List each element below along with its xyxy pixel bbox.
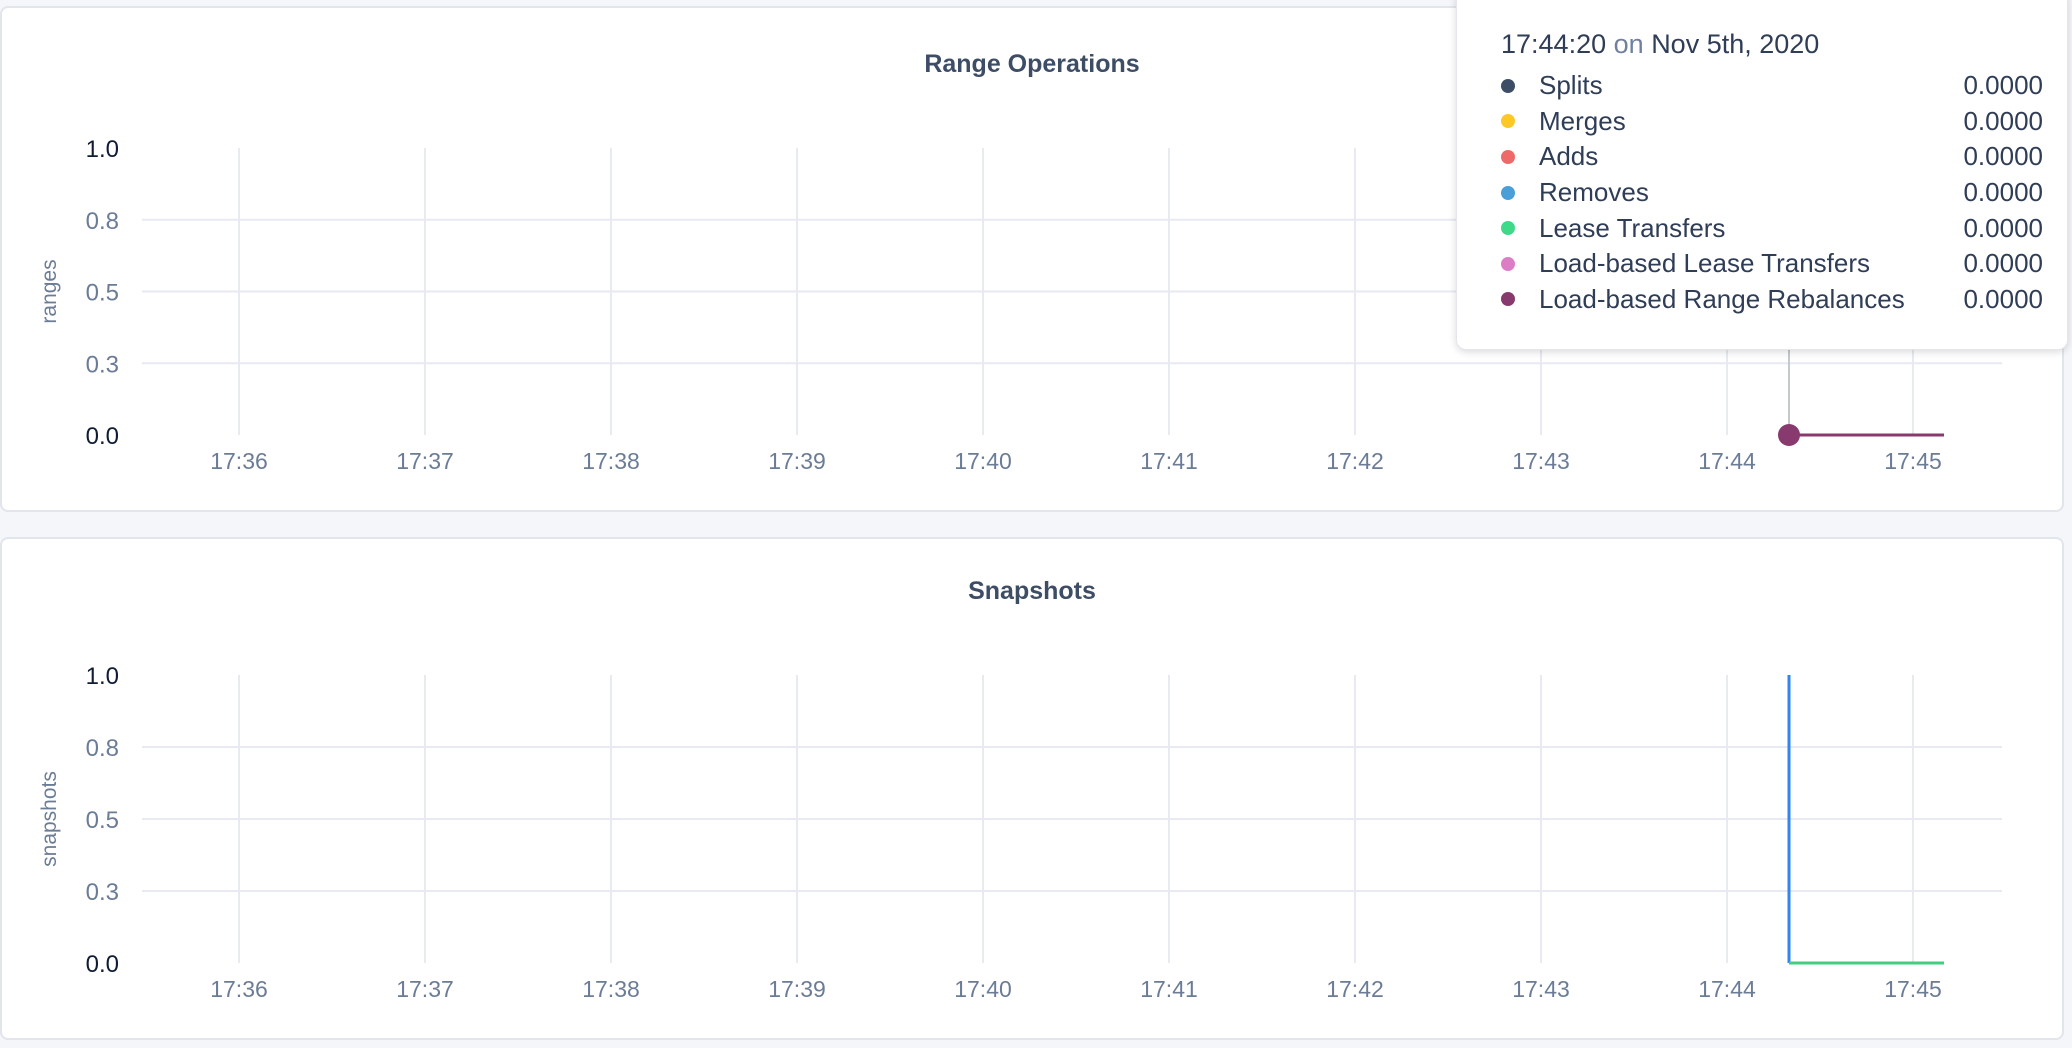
y-tick-label: 0.0: [86, 951, 119, 978]
y-tick-label: 1.0: [86, 136, 119, 163]
tooltip-series-value: 0.0000: [1963, 70, 2043, 101]
tooltip-series-value: 0.0000: [1963, 212, 2043, 243]
tooltip-series-label: Adds: [1539, 141, 1599, 172]
x-tick-label: 17:39: [768, 976, 826, 1002]
x-tick-label: 17:36: [210, 976, 268, 1002]
y-axis-label: snapshots: [38, 771, 61, 867]
y-tick-label: 0.5: [86, 807, 119, 834]
tooltip-row: Merges 0.0000: [1501, 104, 2067, 140]
legend-dot-icon: [1501, 292, 1515, 307]
x-tick-label: 17:44: [1698, 976, 1756, 1002]
y-tick-label: 0.8: [86, 208, 119, 235]
y-tick-label: 0.8: [86, 735, 119, 762]
tooltip-series-label: Removes: [1539, 177, 1649, 208]
x-tick-label: 17:40: [954, 976, 1012, 1002]
tooltip-row: Adds 0.0000: [1501, 139, 2067, 175]
snapshots-panel: Snapshots 0.0 0.3 0.5 0.8 1.0 17:36 17:37 17:38…: [0, 537, 2064, 1040]
legend-dot-icon: [1501, 114, 1515, 129]
range-operations-chart[interactable]: 0.0 0.3 0.5 0.8 1.0 17:36 17:37 17:38 17:39 17:40…: [2, 8, 2062, 510]
y-tick-label: 0.5: [86, 280, 119, 307]
tooltip-series-label: Load-based Lease Transfers: [1539, 248, 1870, 279]
tooltip-series-label: Merges: [1539, 105, 1626, 136]
tooltip-date: Nov 5th, 2020: [1651, 29, 1820, 59]
y-tick-label: 0.3: [86, 351, 119, 378]
x-tick-label: 17:41: [1140, 976, 1198, 1002]
hover-point: [1778, 424, 1800, 446]
chart-title: Snapshots: [968, 577, 1096, 605]
x-tick-label: 17:39: [768, 448, 826, 474]
legend-dot-icon: [1501, 185, 1515, 200]
x-tick-label: 17:37: [396, 976, 454, 1002]
x-tick-label: 17:37: [396, 448, 454, 474]
legend-dot-icon: [1501, 78, 1515, 93]
y-tick-label: 0.0: [86, 423, 119, 450]
tooltip-series-value: 0.0000: [1963, 283, 2043, 314]
chart-title: Range Operations: [924, 50, 1140, 78]
chart-tooltip: 17:44:20 on Nov 5th, 2020 Splits 0.0000 Me…: [1456, 0, 2068, 350]
tooltip-row: Load-based Range Rebalances 0.0000: [1501, 282, 2067, 318]
tooltip-row: Splits 0.0000: [1501, 68, 2067, 104]
tooltip-series-label: Lease Transfers: [1539, 212, 1726, 243]
x-tick-label: 17:43: [1512, 448, 1570, 474]
tooltip-on: on: [1613, 29, 1644, 59]
tooltip-series-value: 0.0000: [1963, 177, 2043, 208]
tooltip-time: 17:44:20: [1501, 29, 1607, 59]
tooltip-series-label: Splits: [1539, 70, 1603, 101]
x-tick-label: 17:38: [582, 976, 640, 1002]
x-tick-label: 17:42: [1326, 976, 1384, 1002]
legend-dot-icon: [1501, 149, 1515, 164]
legend-dot-icon: [1501, 256, 1515, 271]
x-tick-label: 17:40: [954, 448, 1012, 474]
tooltip-header: 17:44:20 on Nov 5th, 2020: [1501, 29, 2067, 60]
tooltip-row: Lease Transfers 0.0000: [1501, 210, 2067, 246]
legend-dot-icon: [1501, 221, 1515, 236]
y-axis-label: ranges: [38, 259, 61, 323]
y-tick-label: 1.0: [86, 663, 119, 690]
snapshots-chart[interactable]: 0.0 0.3 0.5 0.8 1.0 17:36 17:37 17:38 17:39 17:40…: [2, 539, 2062, 1038]
x-tick-label: 17:36: [210, 448, 268, 474]
x-tick-label: 17:42: [1326, 448, 1384, 474]
x-tick-label: 17:38: [582, 448, 640, 474]
tooltip-series-value: 0.0000: [1963, 248, 2043, 279]
tooltip-series-value: 0.0000: [1963, 141, 2043, 172]
tooltip-series-value: 0.0000: [1963, 105, 2043, 136]
tooltip-series-label: Load-based Range Rebalances: [1539, 283, 1905, 314]
tooltip-row: Removes 0.0000: [1501, 175, 2067, 211]
x-tick-label: 17:45: [1884, 976, 1942, 1002]
x-tick-label: 17:44: [1698, 448, 1756, 474]
tooltip-row: Load-based Lease Transfers 0.0000: [1501, 246, 2067, 282]
x-tick-label: 17:45: [1884, 448, 1942, 474]
x-tick-label: 17:43: [1512, 976, 1570, 1002]
y-tick-label: 0.3: [86, 879, 119, 906]
x-tick-label: 17:41: [1140, 448, 1198, 474]
